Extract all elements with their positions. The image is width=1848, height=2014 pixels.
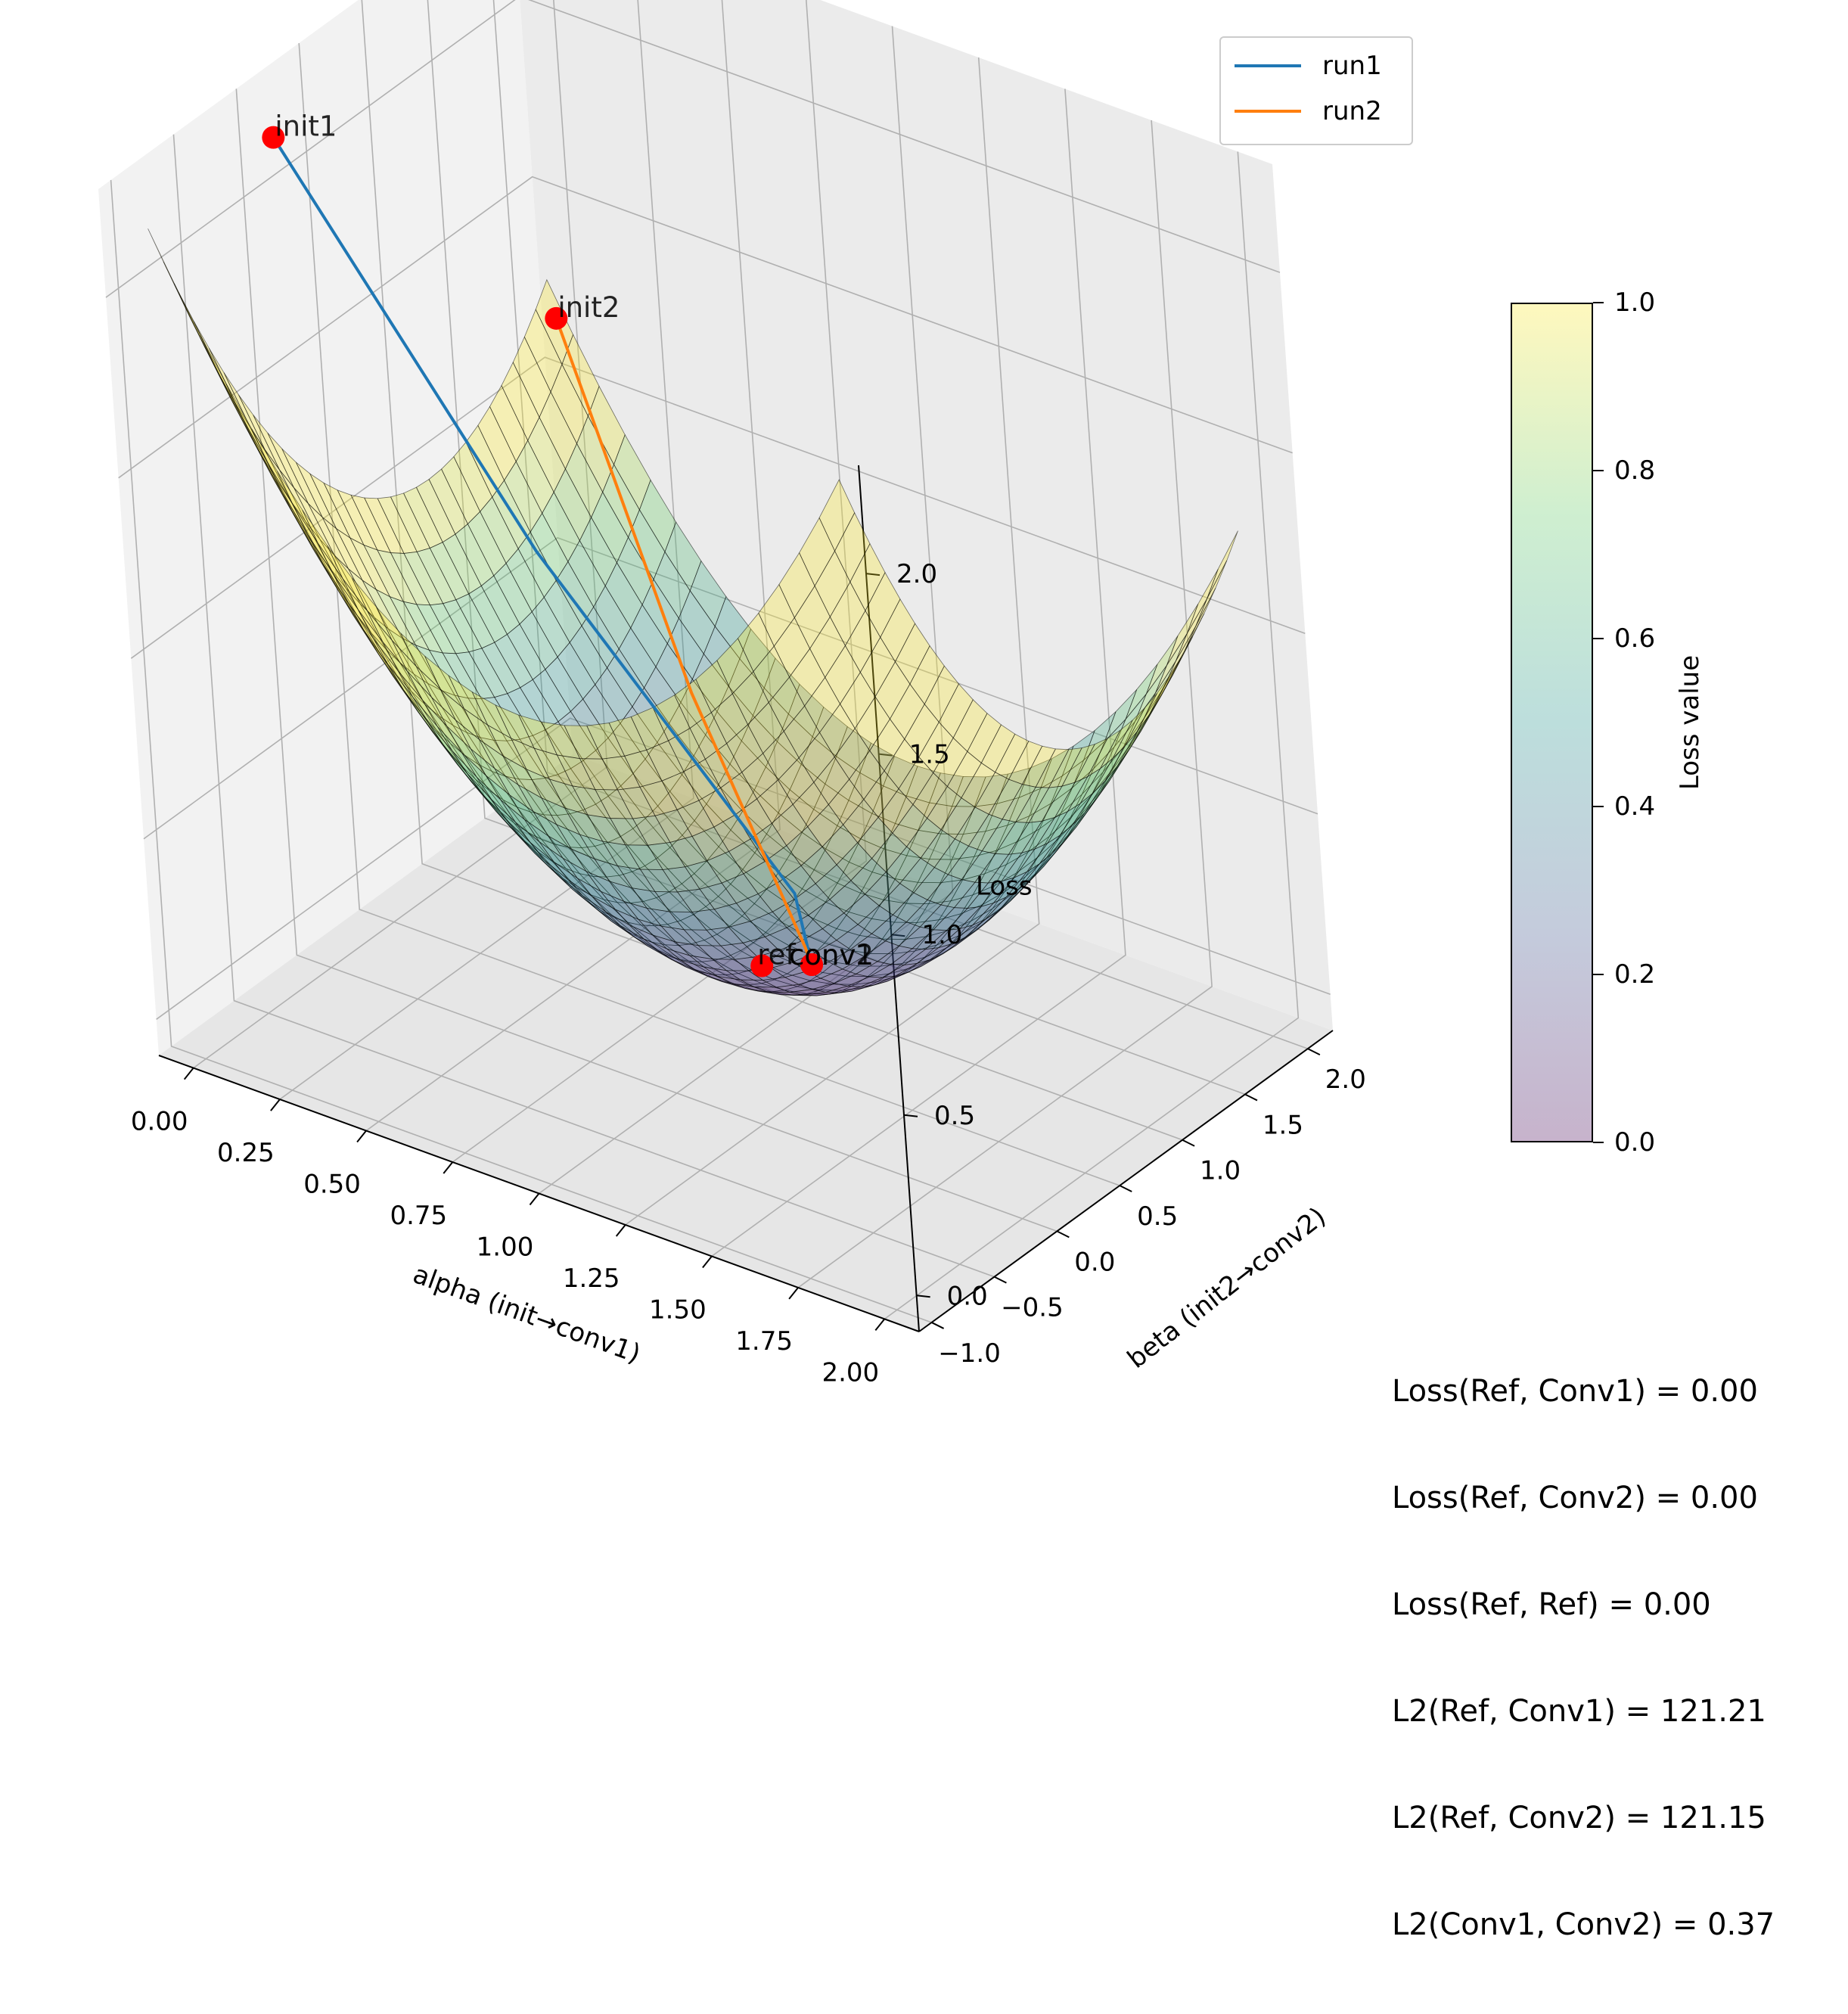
z-tick-mark	[865, 573, 881, 577]
legend: run1 run2	[1219, 36, 1413, 145]
gridline-z	[156, 717, 1331, 1020]
y-tick-label: −1.0	[938, 1338, 1001, 1369]
chart-figure: init1 init2 ref conv1 conv2 0.00 0.25 0.50 0.75…	[98, 0, 1775, 1942]
x-tick-label: 2.00	[822, 1357, 879, 1388]
colorbar-label: Loss value	[1675, 654, 1705, 791]
y-tick-mark	[931, 1322, 945, 1329]
x-tick-mark	[702, 1255, 713, 1269]
stat-line: Loss(Ref, Conv2) = 0.00	[1392, 1481, 1758, 1515]
colorbar-tick-mark	[1593, 302, 1604, 303]
gridline-z	[143, 536, 1318, 840]
colorbar-tick-label: 1.0	[1614, 287, 1656, 318]
z-tick-mark	[891, 934, 905, 937]
colorbar-tick-mark	[1593, 638, 1604, 639]
legend-swatch-run2	[1235, 110, 1301, 113]
x-tick-mark	[874, 1318, 886, 1332]
y-axis-line	[918, 1030, 1334, 1332]
x-tick-mark	[788, 1287, 799, 1300]
y-tick-mark	[994, 1276, 1007, 1284]
y-tick-mark	[1307, 1048, 1321, 1056]
colorbar	[1511, 303, 1593, 1142]
gridline-z	[130, 356, 1306, 659]
stat-line: Loss(Ref, Ref) = 0.00	[1392, 1587, 1711, 1622]
colorbar-tick-label: 0.2	[1614, 959, 1656, 990]
colorbar-tick-label: 0.8	[1614, 455, 1656, 486]
axis-lines	[158, 465, 1334, 1332]
y-tick-label: 0.0	[1074, 1247, 1115, 1277]
y-tick-mark	[1056, 1230, 1070, 1239]
stats-annotation: Loss(Ref, Conv1) = 0.00 Loss(Ref, Conv2)…	[1392, 1303, 1775, 2014]
trajectory-run1	[272, 136, 813, 965]
axes-grid	[105, 0, 1331, 1323]
x-tick-mark	[183, 1067, 194, 1080]
marker-ref	[750, 954, 774, 977]
x-tick-label: 1.75	[735, 1326, 793, 1357]
surface-facet	[818, 479, 856, 552]
z-tick-label: 2.0	[896, 559, 937, 589]
x-tick-mark	[270, 1099, 281, 1111]
x-tick-label: 0.50	[303, 1170, 361, 1200]
stat-line: L2(Ref, Conv1) = 121.21	[1392, 1694, 1766, 1729]
marker-label-init1: init1	[275, 110, 337, 143]
z-tick-mark	[878, 753, 893, 757]
gridline-z	[105, 0, 1281, 298]
y-tick-mark	[1119, 1185, 1132, 1192]
colorbar-tick-mark	[1593, 806, 1604, 807]
colorbar-tick-label: 0.0	[1614, 1127, 1656, 1158]
colorbar-tick-label: 0.6	[1614, 623, 1656, 654]
z-tick-mark	[903, 1114, 918, 1117]
stat-line: L2(Conv1, Conv2) = 0.37	[1392, 1907, 1775, 1942]
z-axis-label: Loss	[976, 872, 1033, 902]
y-tick-label: 0.5	[1137, 1201, 1178, 1232]
x-tick-label: 0.75	[390, 1201, 447, 1231]
legend-item-run1: run1	[1235, 47, 1382, 85]
gridline-z	[118, 176, 1293, 479]
legend-swatch-run1	[1235, 64, 1301, 67]
marker-label-init2: init2	[558, 291, 620, 324]
colorbar-tick-label: 0.4	[1614, 791, 1656, 822]
y-tick-label: −0.5	[1001, 1293, 1064, 1323]
marker-conv2	[800, 953, 824, 977]
z-tick-label: 1.5	[909, 740, 950, 770]
y-tick-mark	[1182, 1139, 1195, 1147]
x-tick-mark	[356, 1130, 367, 1143]
marker-init1	[262, 126, 285, 149]
legend-item-run2: run2	[1235, 92, 1382, 130]
legend-label-run1: run1	[1322, 51, 1382, 81]
colorbar-tick-mark	[1593, 1142, 1604, 1143]
stat-line: L2(Ref, Conv2) = 121.15	[1392, 1801, 1766, 1835]
stat-line: Loss(Ref, Conv1) = 0.00	[1392, 1374, 1758, 1409]
z-axis-line	[858, 465, 920, 1332]
marker-label-conv1: conv1	[789, 939, 874, 971]
z-tick-mark	[916, 1294, 930, 1298]
x-tick-mark	[443, 1161, 454, 1174]
x-tick-label: 1.00	[477, 1232, 534, 1263]
z-tick-label: 0.0	[947, 1281, 988, 1311]
marker-label-ref: ref	[757, 939, 796, 971]
y-tick-label: 2.0	[1325, 1064, 1366, 1095]
legend-label-run2: run2	[1322, 96, 1382, 126]
x-tick-label: 1.50	[649, 1294, 707, 1325]
z-tick-label: 1.0	[921, 920, 962, 950]
y-tick-mark	[1244, 1093, 1258, 1102]
colorbar-tick-mark	[1593, 974, 1604, 975]
marker-label-conv2: conv2	[789, 939, 874, 971]
loss-surface	[148, 228, 1238, 996]
x-tick-label: 0.25	[217, 1138, 275, 1168]
x-tick-label: 1.25	[563, 1263, 620, 1294]
z-tick-label: 0.5	[934, 1101, 975, 1131]
x-tick-mark	[615, 1224, 626, 1237]
marker-init2	[545, 306, 568, 330]
x-tick-mark	[529, 1192, 540, 1206]
x-tick-label: 0.00	[131, 1107, 188, 1137]
colorbar-tick-mark	[1593, 470, 1604, 471]
y-tick-label: 1.5	[1263, 1110, 1303, 1140]
y-tick-label: 1.0	[1200, 1156, 1241, 1186]
